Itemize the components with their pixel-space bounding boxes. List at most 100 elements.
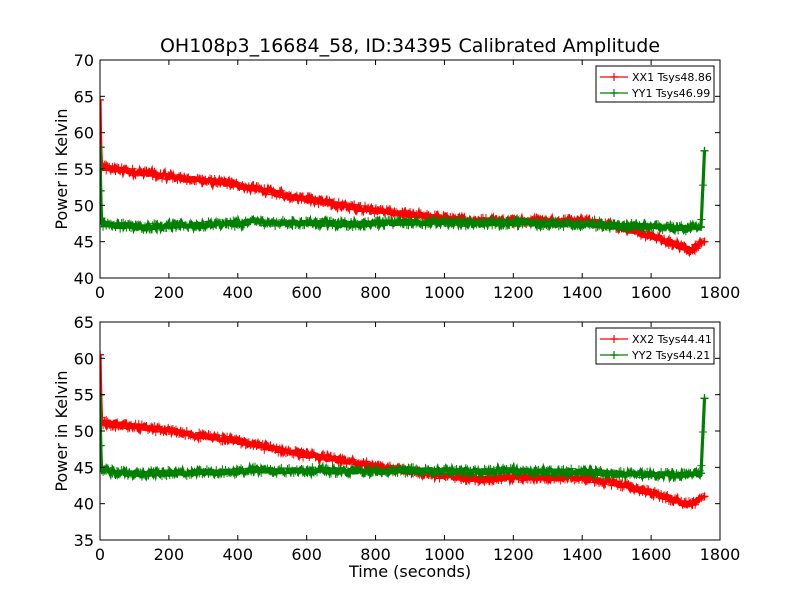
data-point [164,221,173,230]
series-marker [593,471,602,480]
legend-box [595,327,715,365]
series-marker [120,466,129,475]
y-tick-label: 60 [74,124,94,143]
series-marker [692,244,701,253]
legend-marker [610,89,618,97]
series-marker [677,221,686,230]
series-marker [669,473,678,482]
series-marker [277,463,286,472]
series-marker [514,222,523,231]
data-point [100,143,104,152]
series-marker [457,221,466,230]
series-marker [316,455,325,464]
series-marker [388,221,397,230]
data-point [199,220,208,229]
series-marker [698,427,707,436]
series-marker [294,451,303,460]
data-point [697,223,706,232]
data-point [268,218,277,227]
chart-title: OH108p3_16684_58, ID:34395 Calibrated Am… [160,35,660,57]
series-marker [663,491,672,500]
x-tick-label: 200 [154,283,185,302]
series-marker [559,222,568,231]
data-point [233,180,242,189]
series-marker [468,470,476,479]
y-tick-label: 55 [74,386,94,405]
data-point [164,427,173,435]
series-marker [567,464,576,473]
series-marker [485,217,494,226]
series-marker [328,464,337,473]
series-marker [345,205,354,214]
data-point [100,441,105,450]
series-marker [449,221,458,230]
series-marker [421,221,430,230]
series-marker [643,484,652,493]
series-marker [379,221,388,230]
x-tick-label: 1400 [562,283,603,302]
x-tick-label: 600 [291,545,322,564]
series-marker [384,206,393,215]
series-marker [350,200,359,209]
series-marker [449,470,458,479]
series-marker [461,464,470,473]
x-tick-label: 800 [360,545,391,564]
data-point [440,218,449,227]
data-point [697,469,706,478]
data-point [700,146,709,155]
data-point [681,244,690,253]
series-marker [424,465,433,474]
series-marker [551,218,560,227]
plot-area [100,95,709,258]
data-point [695,239,704,248]
x-tick-label: 1200 [493,283,534,302]
data-point [509,466,518,475]
data-point [337,456,346,465]
data-point [130,469,139,478]
data-point [612,221,621,230]
series-marker [570,476,579,485]
data-point [371,467,380,476]
series-2 [100,390,709,484]
x-tick-label: 800 [360,283,391,302]
data-point [302,466,311,475]
data-point [406,466,414,475]
series-marker [635,221,644,230]
legend: XX1 Tsys48.86 YY1 Tsys46.99 [595,65,715,103]
data-point [100,186,105,195]
legend-marker [610,335,618,343]
y-tick-label: 45 [74,233,94,252]
data-point [268,188,277,197]
series-marker [159,169,168,178]
x-tick-label: 0 [95,545,105,564]
series-marker [226,432,235,441]
x-tick-label: 1000 [424,545,465,564]
chart-panel-2: 0 200 400 600 800 1000 1200 1400 1600 1800 35 40 45 5… [52,313,740,581]
data-point [509,473,518,482]
series-marker [213,431,222,440]
y-axis: 35 40 45 50 55 60 65 [74,313,720,550]
y-tick-label: 70 [74,51,94,70]
y-tick-label: 55 [74,160,94,179]
series-marker [698,181,707,190]
series-marker [345,469,354,478]
data-point [113,220,122,229]
data-point [100,350,104,359]
chart-panel-1: 0 200 400 600 800 1000 1200 1400 1600 1800 40 45 50 5… [52,35,740,302]
y-tick-label: 45 [74,458,94,477]
x-axis-label: Time (seconds) [348,562,471,581]
data-point [681,471,690,480]
series-marker [269,187,278,196]
data-point [337,201,346,210]
series-marker [461,476,470,485]
data-point [543,467,552,476]
series-marker [173,175,182,184]
data-point [474,467,483,476]
series-marker [322,463,331,472]
y-tick-label: 40 [74,495,94,514]
data-point [268,444,277,453]
data-point [233,219,242,228]
data-point [681,224,690,233]
series-marker [545,466,554,475]
legend-label: YY1 Tsys46.99 [631,87,710,100]
